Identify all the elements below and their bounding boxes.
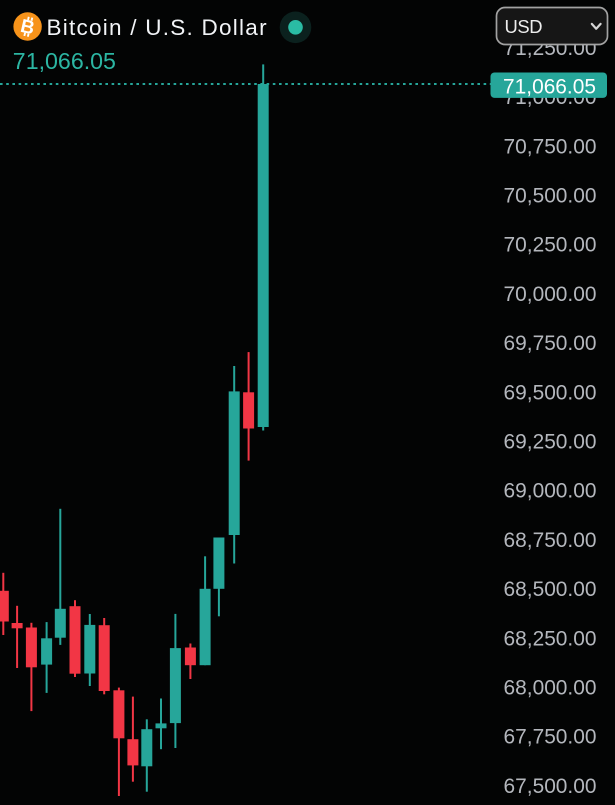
svg-text:68,000.00: 68,000.00 (504, 677, 597, 700)
svg-text:69,000.00: 69,000.00 (504, 480, 597, 503)
svg-text:68,250.00: 68,250.00 (504, 627, 597, 650)
svg-text:68,750.00: 68,750.00 (504, 529, 597, 552)
svg-text:70,250.00: 70,250.00 (504, 234, 597, 257)
svg-text:USD: USD (505, 16, 543, 37)
svg-text:69,750.00: 69,750.00 (504, 332, 597, 355)
svg-text:Bitcoin / U.S. Dollar: Bitcoin / U.S. Dollar (47, 15, 268, 40)
svg-text:69,500.00: 69,500.00 (504, 381, 597, 404)
svg-text:68,500.00: 68,500.00 (504, 578, 597, 601)
svg-text:70,500.00: 70,500.00 (504, 185, 597, 208)
svg-text:70,000.00: 70,000.00 (504, 283, 597, 306)
svg-text:69,250.00: 69,250.00 (504, 431, 597, 454)
svg-text:67,750.00: 67,750.00 (504, 726, 597, 749)
svg-text:B: B (18, 16, 36, 40)
svg-text:67,500.00: 67,500.00 (504, 775, 597, 798)
svg-text:71,066.05: 71,066.05 (13, 48, 116, 74)
svg-text:70,750.00: 70,750.00 (504, 135, 597, 158)
svg-text:71,066.05: 71,066.05 (503, 75, 596, 98)
